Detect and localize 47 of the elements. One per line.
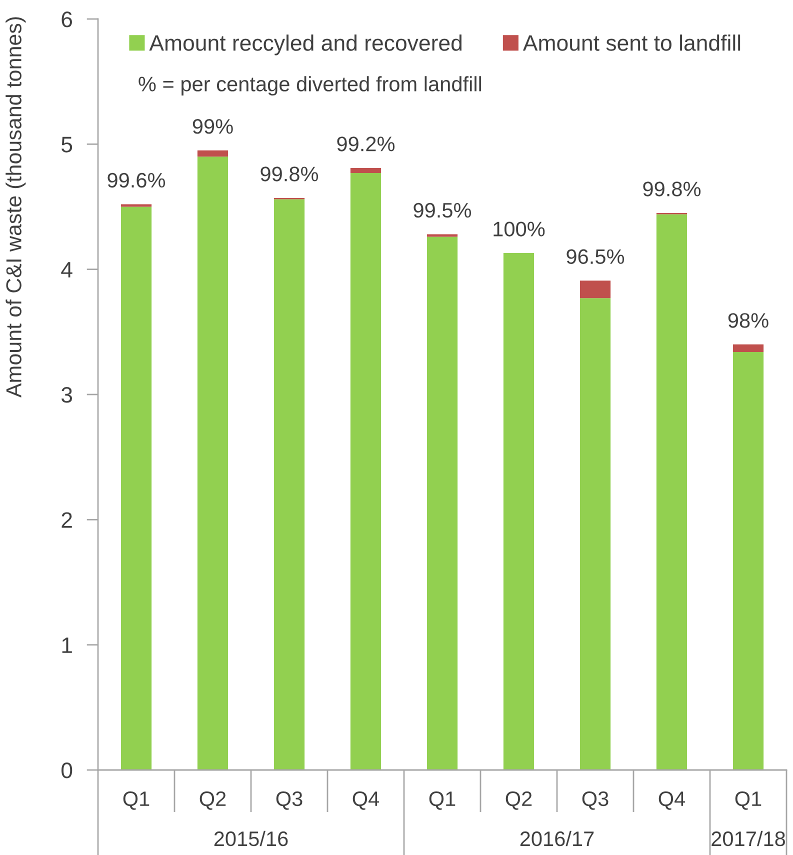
y-tick-label: 5 bbox=[62, 136, 72, 152]
bar bbox=[503, 253, 534, 770]
annotation: 99.2% bbox=[337, 136, 395, 152]
annotation: 96.5% bbox=[566, 249, 624, 264]
y-tick-label: 3 bbox=[61, 387, 72, 403]
annotation: 99.8% bbox=[643, 182, 701, 196]
annotation: 99.6% bbox=[108, 172, 166, 188]
legend-label: Amount sent to landfill bbox=[522, 34, 740, 51]
annotation: 99.5% bbox=[414, 202, 472, 218]
x-tick-label: Q3 bbox=[276, 791, 302, 810]
bar bbox=[197, 156, 228, 770]
y-tick-label: 0 bbox=[62, 762, 72, 778]
x-tick-label: Q1 bbox=[429, 791, 456, 810]
x-tick-label: Q1 bbox=[123, 791, 150, 810]
x-tick-label: Q4 bbox=[352, 791, 380, 810]
text: 2017/18 bbox=[712, 830, 785, 846]
bar bbox=[580, 298, 611, 770]
x-tick-label: Q3 bbox=[582, 791, 608, 810]
y-tick-label: 2 bbox=[62, 512, 72, 528]
bar bbox=[426, 234, 458, 237]
x-tick-label: Q2 bbox=[200, 791, 226, 810]
bar bbox=[580, 280, 611, 298]
bar bbox=[732, 344, 764, 352]
x-tick-label: Q2 bbox=[506, 791, 532, 810]
annotation: 100% bbox=[494, 222, 545, 236]
y-tick-label: 4 bbox=[61, 262, 72, 278]
annotation: % = per centage diverted from landfill bbox=[138, 76, 482, 96]
bar bbox=[120, 206, 152, 770]
annotation: 99.8% bbox=[260, 166, 318, 182]
bar bbox=[426, 236, 458, 770]
bar bbox=[732, 352, 764, 770]
y-tick-label: 1 bbox=[62, 638, 72, 653]
y-axis-title: Amount of C&I waste (thousand tonnes) bbox=[6, 17, 26, 398]
bar bbox=[197, 150, 228, 157]
text: 2016/17 bbox=[520, 830, 594, 846]
legend-label: Amount reccyled and recovered bbox=[149, 34, 462, 56]
bar bbox=[274, 199, 305, 770]
x-tick-label: Q4 bbox=[658, 791, 686, 810]
bar bbox=[120, 204, 152, 207]
y-tick-label: 6 bbox=[62, 12, 72, 28]
bar bbox=[350, 172, 382, 770]
text: 2015/16 bbox=[214, 830, 288, 846]
bar bbox=[656, 214, 688, 770]
annotation: 98% bbox=[728, 313, 768, 328]
bar bbox=[350, 168, 382, 173]
x-tick-label: Q1 bbox=[735, 791, 762, 810]
annotation: 99% bbox=[192, 119, 233, 134]
